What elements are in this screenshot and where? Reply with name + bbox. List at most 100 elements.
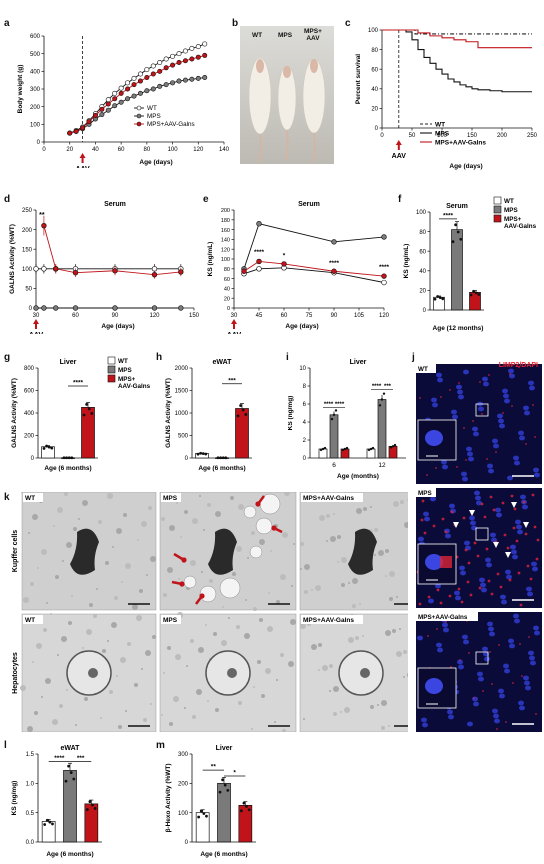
limp2-signal <box>449 389 451 391</box>
fluor-label-bg <box>416 364 436 373</box>
em-col-label: WT <box>25 495 35 502</box>
em-texture <box>265 668 271 674</box>
limp2-signal <box>418 602 422 606</box>
em-texture <box>121 581 123 583</box>
y-tick-label: 100 <box>178 811 189 817</box>
x-tick-label: 150 <box>189 313 200 319</box>
photo-label-mps-aav: MPS+ AAV <box>304 28 322 42</box>
dapi-nucleus <box>495 507 501 513</box>
dapi-nucleus <box>514 618 520 624</box>
y-tick-label: 250 <box>22 208 33 214</box>
data-dot <box>472 289 475 293</box>
em-texture <box>389 597 393 601</box>
em-label-bg <box>23 493 43 502</box>
dapi-nucleus <box>502 388 508 394</box>
limp2-signal <box>502 412 504 414</box>
x-tick-label: 30 <box>33 313 40 319</box>
legend-label: MPS+ <box>118 376 136 383</box>
data-point-WT <box>118 85 124 91</box>
significance-label: *** <box>77 755 85 762</box>
em-texture <box>148 506 152 510</box>
dapi-nucleus <box>462 634 468 640</box>
em-texture <box>163 593 167 597</box>
legend-swatch <box>107 365 116 374</box>
data-dot <box>332 413 336 416</box>
limp2-signal <box>487 579 491 583</box>
em-texture <box>238 701 242 705</box>
x-tick-label: 60 <box>118 147 125 153</box>
limp2-signal <box>508 578 512 582</box>
limp2-signal <box>524 532 528 536</box>
em-texture <box>184 707 186 709</box>
x-tick-label: 120 <box>149 313 160 319</box>
y-axis-label: Body weight (g) <box>17 65 24 114</box>
em-texture <box>276 679 278 681</box>
x-axis-label: Age (days) <box>449 163 482 170</box>
limp2-signal <box>531 493 535 497</box>
fluor-stain-label: LIMP2/DAPI <box>498 362 538 369</box>
y-tick-label: 600 <box>24 389 35 395</box>
limp2-signal <box>481 413 483 415</box>
significance-label: ** <box>39 212 45 219</box>
data-point-MPS+AAV-Galns <box>118 90 124 96</box>
dapi-nucleus <box>477 671 483 677</box>
data-dot <box>378 404 382 407</box>
em-label-bg <box>301 493 363 502</box>
dapi-nucleus <box>489 631 495 637</box>
dapi-nucleus <box>436 372 442 378</box>
white-arrowhead-icon <box>523 522 529 528</box>
em-texture <box>169 722 173 726</box>
y-tick-label: 2000 <box>175 366 189 372</box>
data-dot <box>223 783 227 787</box>
em-texture <box>257 660 261 664</box>
dapi-nucleus <box>457 659 463 665</box>
em-texture <box>319 515 325 521</box>
y-tick-label: 300 <box>30 87 41 93</box>
limp2-signal <box>495 451 497 453</box>
panel-label-d: d <box>4 194 11 205</box>
limp2-signal <box>517 571 521 575</box>
limp2-signal <box>448 594 452 598</box>
series-line-WT <box>69 43 205 134</box>
em-texture <box>209 579 213 583</box>
bar-MPS-12 <box>377 399 387 459</box>
nucleolus <box>360 668 370 678</box>
em-texture <box>53 525 55 527</box>
data-point-WT <box>131 75 137 81</box>
dapi-nucleus <box>519 435 525 441</box>
em-texture <box>290 619 296 625</box>
limp2-signal <box>423 531 427 535</box>
data-dot <box>393 443 397 447</box>
em-texture <box>400 500 404 504</box>
data-dot <box>321 447 325 451</box>
em-texture <box>362 635 364 637</box>
limp2-signal <box>506 546 510 550</box>
panel-label-c: c <box>345 18 351 29</box>
data-point-WT <box>202 41 208 47</box>
em-texture <box>75 724 77 726</box>
x-axis-label: Age (days) <box>285 323 318 330</box>
data-point-MPS+AAV-Galns <box>73 128 79 134</box>
fluorescence-panel: LIMP2/DAPI WT MPS MPS+AAV-Galns <box>416 362 542 736</box>
photo-label-mps: MPS <box>278 32 293 39</box>
significance-label: **** <box>372 384 382 390</box>
em-texture <box>192 715 196 719</box>
y-axis-label: KS (ng/mL) <box>207 242 214 277</box>
dapi-nucleus <box>467 451 473 457</box>
kupffer-nucleus <box>70 528 99 575</box>
em-texture <box>178 578 180 580</box>
significance-label: ** <box>211 764 217 771</box>
em-texture <box>392 629 396 633</box>
limp2-signal <box>473 541 477 545</box>
fluorescence-images: WT MPS MPS+AAV-Galns <box>416 364 542 732</box>
em-texture <box>247 557 249 559</box>
dapi-nucleus <box>486 562 492 568</box>
inset-nucleus <box>425 554 443 570</box>
data-point-MPS+AAV-Galns <box>178 269 184 275</box>
em-texture <box>100 717 102 719</box>
data-dot <box>224 456 228 460</box>
em-texture <box>304 564 310 570</box>
data-dot <box>199 809 203 813</box>
limp2-signal <box>535 713 537 715</box>
dapi-nucleus <box>487 463 493 469</box>
